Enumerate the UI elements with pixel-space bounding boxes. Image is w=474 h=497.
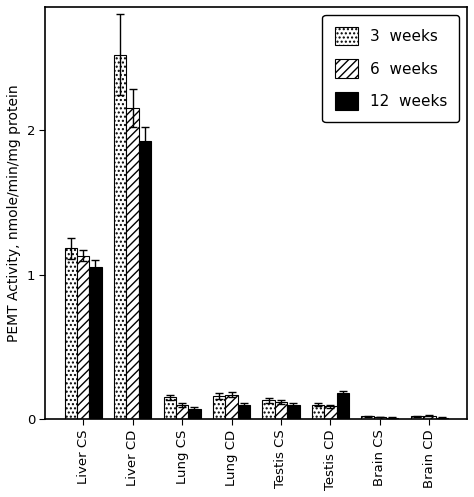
Bar [164, 398, 176, 419]
Bar [324, 406, 337, 419]
Legend: 3  weeks, 6  weeks, 12  weeks: 3 weeks, 6 weeks, 12 weeks [322, 14, 459, 122]
Bar [312, 405, 324, 419]
Bar [263, 401, 275, 419]
Bar [436, 417, 448, 419]
Bar [114, 55, 127, 419]
Bar [89, 267, 102, 419]
Bar [411, 416, 423, 419]
Bar [337, 393, 349, 419]
Bar [423, 415, 436, 419]
Y-axis label: PEMT Activity, nmole/min/mg protein: PEMT Activity, nmole/min/mg protein [7, 84, 21, 342]
Bar [275, 402, 287, 419]
Bar [127, 108, 139, 419]
Bar [176, 405, 188, 419]
Bar [225, 395, 237, 419]
Bar [287, 405, 300, 419]
Bar [386, 417, 399, 419]
Bar [213, 396, 225, 419]
Bar [139, 142, 151, 419]
Bar [361, 416, 374, 419]
Bar [237, 405, 250, 419]
Bar [64, 248, 77, 419]
Bar [188, 409, 201, 419]
Bar [77, 256, 89, 419]
Bar [374, 417, 386, 419]
